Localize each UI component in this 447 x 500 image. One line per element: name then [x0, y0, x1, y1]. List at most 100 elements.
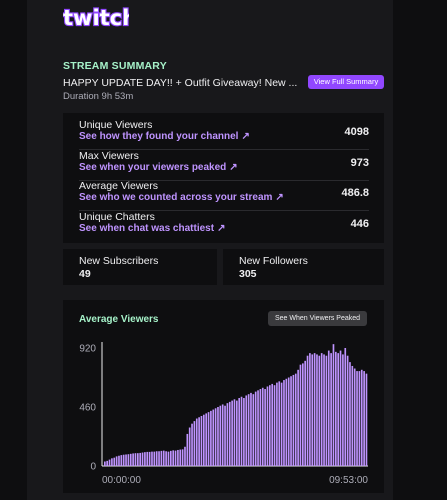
stream-title: HAPPY UPDATE DAY!! + Outfit Giveaway! Ne…: [63, 77, 298, 89]
chart-bar: [337, 353, 340, 466]
chart-bar: [217, 407, 219, 466]
twitch-logo[interactable]: twitch: [63, 5, 129, 31]
chart-bar: [193, 421, 196, 466]
chart-bar: [158, 451, 160, 466]
chart-bar: [316, 354, 318, 466]
chart-bar: [231, 400, 233, 466]
stat-label: Max Viewers: [79, 150, 139, 162]
chart-bar: [104, 461, 106, 466]
chart-bar: [346, 355, 349, 466]
chart-bar: [153, 451, 156, 466]
chart-bar: [115, 456, 118, 466]
chart-bar: [111, 458, 113, 466]
chart-bar: [318, 355, 321, 466]
chart-bar: [181, 449, 184, 466]
view-full-summary-button[interactable]: View Full Summary: [308, 75, 384, 89]
chart-bar: [162, 450, 165, 466]
stat-label: Average Viewers: [79, 180, 158, 192]
chart-bar: [108, 459, 111, 466]
chart-bar: [146, 451, 149, 466]
stat-link-chat-chattiest[interactable]: See when chat was chattiest ↗: [79, 223, 226, 234]
chart-bar: [254, 391, 257, 466]
chart-bar: [278, 381, 281, 466]
new-subscribers-label: New Subscribers: [79, 255, 159, 267]
chart-bar: [132, 453, 134, 466]
chart-bar: [203, 414, 205, 466]
chart-bar: [320, 353, 323, 466]
chart-bar: [165, 451, 167, 466]
chart-bar: [261, 387, 264, 466]
chart-bar: [245, 395, 248, 466]
chart-bar: [360, 369, 363, 466]
chart-bar: [184, 446, 186, 466]
new-followers-value: 305: [239, 268, 257, 280]
stat-link-viewers-peaked[interactable]: See when your viewers peaked ↗: [79, 162, 238, 173]
chart-bar: [210, 410, 212, 466]
chart-bar: [129, 453, 132, 466]
chart-bar: [177, 449, 179, 466]
chart-bar: [205, 413, 208, 466]
chart-bar: [137, 453, 139, 466]
chart-title: Average Viewers: [79, 314, 159, 325]
see-when-viewers-peaked-button[interactable]: See When Viewers Peaked: [268, 311, 367, 326]
chart-bar: [179, 449, 182, 466]
chart-bar: [118, 455, 120, 466]
chart-bar: [127, 454, 130, 466]
chart-bar: [252, 394, 255, 466]
chart-bar: [257, 390, 259, 466]
chart-bar: [233, 399, 236, 466]
chart-bar: [240, 396, 243, 466]
chart-bar: [125, 454, 127, 466]
chart-bar: [226, 403, 229, 466]
chart-bar: [134, 453, 137, 466]
chart-bar: [155, 451, 158, 466]
chart-bar: [148, 451, 151, 466]
chart-bar: [306, 355, 309, 466]
arrow-up-right-icon: ↗: [217, 223, 226, 234]
average-viewers-chart-card: Average Viewers See When Viewers Peaked …: [63, 300, 384, 493]
chart-bar: [339, 350, 342, 466]
chart-bar: [224, 405, 226, 466]
chart-bar: [259, 389, 262, 466]
chart-bar: [297, 369, 299, 466]
arrow-up-right-icon: ↗: [229, 162, 238, 173]
chart-bar: [283, 380, 285, 466]
stat-row-unique-chatters: Unique Chatters See when chat was chatti…: [79, 211, 369, 241]
chart-bar: [358, 371, 361, 466]
chart-bar: [313, 353, 316, 466]
chart-bar: [285, 378, 288, 466]
chart-bar: [207, 412, 210, 466]
chart-bar: [250, 392, 252, 466]
svg-text:twitch: twitch: [63, 6, 129, 30]
y-tick-label: 460: [79, 403, 96, 414]
chart-bar: [120, 455, 123, 466]
chart-bar: [172, 450, 175, 466]
chart-bar: [238, 398, 241, 466]
arrow-up-right-icon: ↗: [241, 131, 250, 142]
stat-value: 446: [350, 218, 369, 230]
chart-bar: [174, 450, 177, 466]
chart-bar: [247, 394, 250, 466]
stat-row-average-viewers: Average Viewers See who we counted acros…: [79, 180, 369, 211]
chart-bar: [304, 360, 307, 466]
y-tick-label: 920: [79, 344, 96, 355]
stream-summary-heading: STREAM SUMMARY: [63, 60, 167, 72]
chart-bar: [219, 405, 222, 466]
chart-bar: [290, 376, 292, 466]
stat-link-who-counted[interactable]: See who we counted across your stream ↗: [79, 192, 284, 203]
chart-bar: [309, 353, 311, 466]
stat-row-unique-viewers: Unique Viewers See how they found your c…: [79, 119, 369, 150]
chart-bar: [332, 344, 335, 466]
stat-link-found-channel[interactable]: See how they found your channel ↗: [79, 131, 250, 142]
chart-bar: [356, 371, 358, 466]
stats-card: Unique Viewers See how they found your c…: [63, 113, 384, 243]
chart-bar: [325, 355, 328, 466]
stream-duration: Duration 9h 53m: [63, 91, 134, 102]
chart-bar: [349, 362, 351, 466]
new-subscribers-value: 49: [79, 268, 91, 280]
chart-bar: [141, 452, 144, 466]
chart-bar: [327, 350, 330, 466]
chart-bar: [113, 457, 116, 466]
x-tick-label: 09:53:00: [329, 475, 368, 486]
chart-bar: [191, 423, 193, 466]
